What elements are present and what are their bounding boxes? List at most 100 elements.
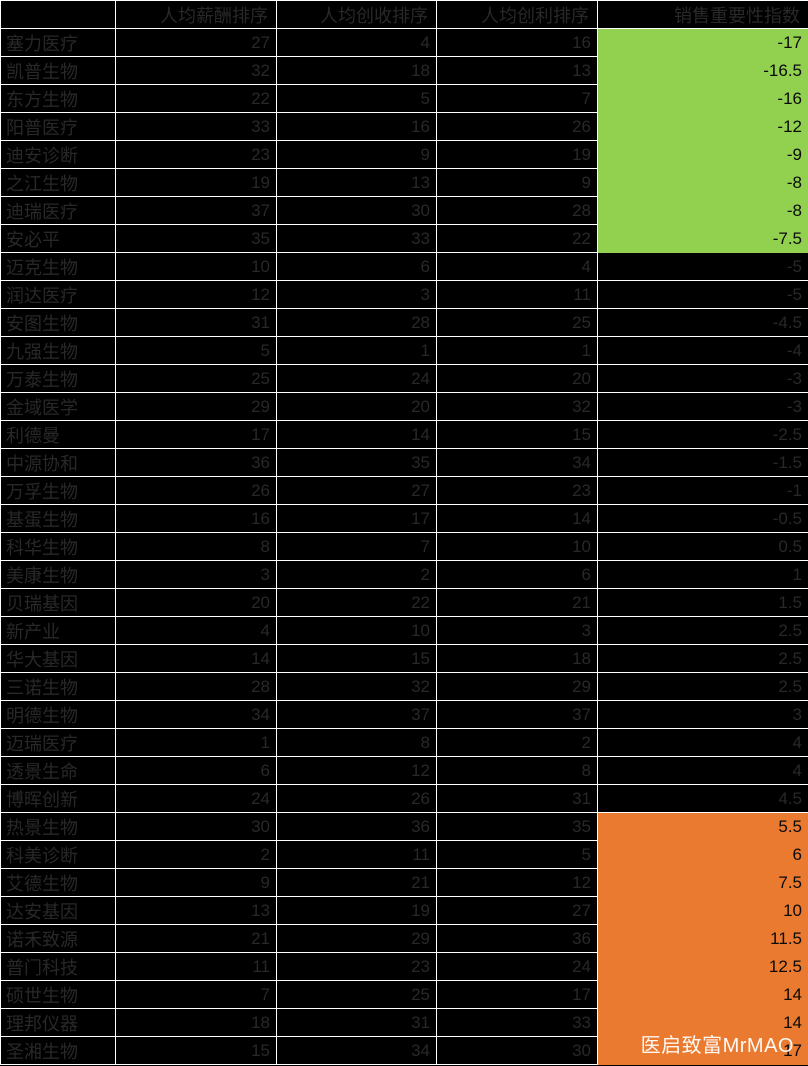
company-name-cell: 热景生物 — [0, 812, 116, 841]
salary-rank-cell: 12 — [115, 280, 277, 309]
revenue-rank-cell: 26 — [276, 784, 437, 813]
importance-index-cell: 3 — [597, 700, 808, 729]
table-row: 科美诊断 2 11 5 6 — [0, 840, 808, 869]
table-row: 万泰生物 25 24 20 -3 — [0, 364, 808, 393]
importance-index-cell: 1.5 — [597, 588, 808, 617]
importance-index-cell: 4 — [597, 756, 808, 785]
company-name-cell: 新产业 — [0, 616, 116, 645]
revenue-rank-cell: 1 — [276, 336, 437, 365]
table-row: 美康生物 3 2 6 1 — [0, 560, 808, 589]
table-row: 迈瑞医疗 1 8 2 4 — [0, 728, 808, 757]
importance-index-cell: 17 — [597, 1036, 808, 1065]
profit-rank-cell: 34 — [436, 448, 598, 477]
salary-rank-cell: 11 — [115, 952, 277, 981]
company-name-cell: 之江生物 — [0, 168, 116, 197]
revenue-rank-cell: 11 — [276, 840, 437, 869]
company-name-cell: 理邦仪器 — [0, 1008, 116, 1037]
importance-index-cell: 2.5 — [597, 644, 808, 673]
salary-rank-cell: 6 — [115, 756, 277, 785]
importance-index-cell: -12 — [597, 112, 808, 141]
salary-rank-cell: 9 — [115, 868, 277, 897]
profit-rank-cell: 32 — [436, 392, 598, 421]
revenue-rank-cell: 4 — [276, 28, 437, 57]
revenue-rank-cell: 15 — [276, 644, 437, 673]
profit-rank-cell: 4 — [436, 252, 598, 281]
company-name-cell: 迪瑞医疗 — [0, 196, 116, 225]
importance-index-cell: 4.5 — [597, 784, 808, 813]
salary-rank-cell: 20 — [115, 588, 277, 617]
profit-rank-cell: 12 — [436, 868, 598, 897]
importance-index-cell: 2.5 — [597, 672, 808, 701]
revenue-rank-cell: 7 — [276, 532, 437, 561]
revenue-rank-column-header: 人均创收排序 — [276, 0, 437, 29]
profit-rank-cell: 29 — [436, 672, 598, 701]
salary-rank-cell: 23 — [115, 140, 277, 169]
table-row: 凯普生物 32 18 13 -16.5 — [0, 56, 808, 85]
salary-rank-cell: 14 — [115, 644, 277, 673]
importance-index-cell: -5 — [597, 252, 808, 281]
salary-rank-cell: 36 — [115, 448, 277, 477]
table-row: 达安基因 13 19 27 10 — [0, 896, 808, 925]
salary-rank-cell: 33 — [115, 112, 277, 141]
importance-index-cell: -1 — [597, 476, 808, 505]
salary-rank-cell: 29 — [115, 392, 277, 421]
company-name-cell: 东方生物 — [0, 84, 116, 113]
revenue-rank-cell: 17 — [276, 504, 437, 533]
company-name-cell: 安图生物 — [0, 308, 116, 337]
table-row: 安图生物 31 28 25 -4.5 — [0, 308, 808, 337]
revenue-rank-cell: 33 — [276, 224, 437, 253]
table-row: 科华生物 8 7 10 0.5 — [0, 532, 808, 561]
importance-index-cell: 14 — [597, 1008, 808, 1037]
profit-rank-cell: 28 — [436, 196, 598, 225]
company-name-cell: 贝瑞基因 — [0, 588, 116, 617]
company-name-cell: 博晖创新 — [0, 784, 116, 813]
salary-rank-cell: 18 — [115, 1008, 277, 1037]
revenue-rank-cell: 16 — [276, 112, 437, 141]
profit-rank-cell: 22 — [436, 224, 598, 253]
importance-index-cell: 11.5 — [597, 924, 808, 953]
revenue-rank-cell: 21 — [276, 868, 437, 897]
revenue-rank-cell: 29 — [276, 924, 437, 953]
profit-rank-cell: 8 — [436, 756, 598, 785]
revenue-rank-cell: 24 — [276, 364, 437, 393]
profit-rank-cell: 5 — [436, 840, 598, 869]
revenue-rank-cell: 31 — [276, 1008, 437, 1037]
importance-index-cell: -9 — [597, 140, 808, 169]
company-name-cell: 透景生命 — [0, 756, 116, 785]
salary-rank-cell: 3 — [115, 560, 277, 589]
profit-rank-cell: 26 — [436, 112, 598, 141]
table-row: 利德曼 17 14 15 -2.5 — [0, 420, 808, 449]
salary-rank-cell: 1 — [115, 728, 277, 757]
profit-rank-cell: 11 — [436, 280, 598, 309]
salary-rank-column-header: 人均薪酬排序 — [115, 0, 277, 29]
salary-rank-cell: 5 — [115, 336, 277, 365]
profit-rank-cell: 10 — [436, 532, 598, 561]
revenue-rank-cell: 13 — [276, 168, 437, 197]
revenue-rank-cell: 25 — [276, 980, 437, 1009]
salary-rank-cell: 27 — [115, 28, 277, 57]
table-row: 九强生物 5 1 1 -4 — [0, 336, 808, 365]
revenue-rank-cell: 30 — [276, 196, 437, 225]
company-name-cell: 科华生物 — [0, 532, 116, 561]
company-name-cell: 万泰生物 — [0, 364, 116, 393]
company-name-cell: 迈克生物 — [0, 252, 116, 281]
table-row: 阳普医疗 33 16 26 -12 — [0, 112, 808, 141]
company-name-cell: 安必平 — [0, 224, 116, 253]
importance-index-cell: -0.5 — [597, 504, 808, 533]
table-row: 透景生命 6 12 8 4 — [0, 756, 808, 785]
company-name-cell: 利德曼 — [0, 420, 116, 449]
revenue-rank-cell: 10 — [276, 616, 437, 645]
importance-index-cell: -7.5 — [597, 224, 808, 253]
company-name-cell: 美康生物 — [0, 560, 116, 589]
revenue-rank-cell: 23 — [276, 952, 437, 981]
company-name-cell: 凯普生物 — [0, 56, 116, 85]
salary-rank-cell: 32 — [115, 56, 277, 85]
table-row: 中源协和 36 35 34 -1.5 — [0, 448, 808, 477]
table-row: 热景生物 30 36 35 5.5 — [0, 812, 808, 841]
importance-index-cell: -16 — [597, 84, 808, 113]
company-name-cell: 达安基因 — [0, 896, 116, 925]
importance-index-cell: 12.5 — [597, 952, 808, 981]
salary-rank-cell: 7 — [115, 980, 277, 1009]
company-name-cell: 迪安诊断 — [0, 140, 116, 169]
importance-index-cell: -4.5 — [597, 308, 808, 337]
